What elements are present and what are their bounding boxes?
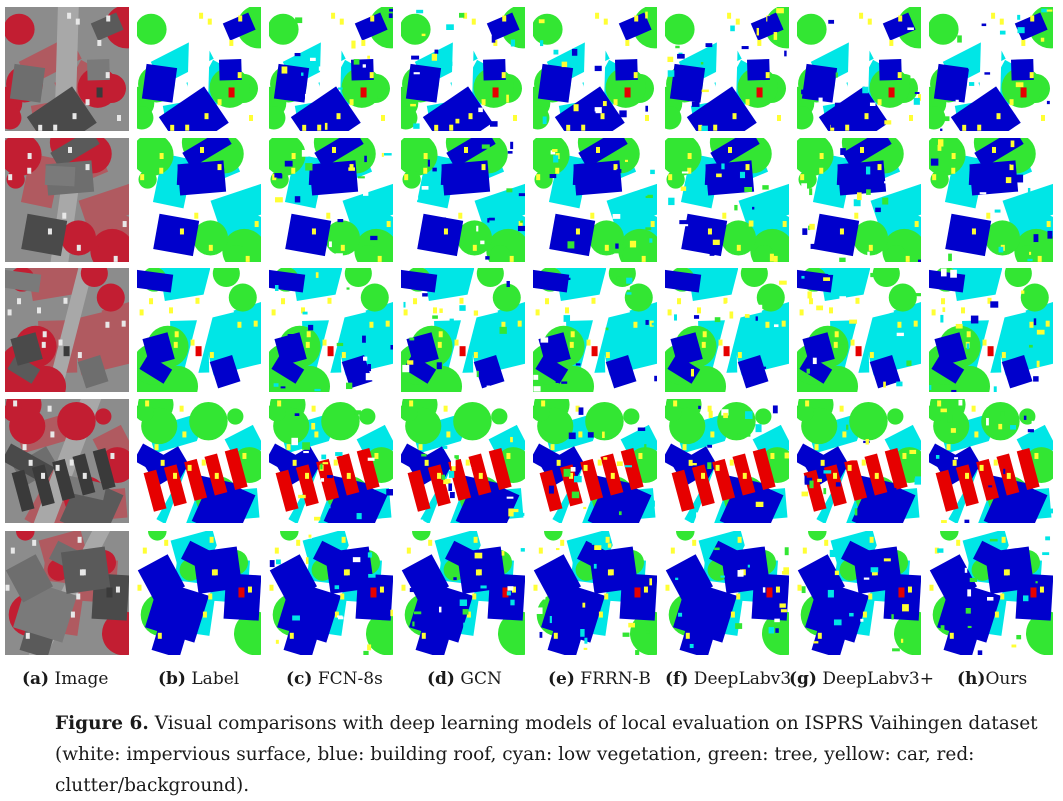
tile-row1-label — [137, 7, 261, 131]
segmentation-map — [665, 138, 789, 262]
column-label-gcn: (d) GCN — [427, 669, 502, 689]
segmentation-map — [137, 7, 261, 131]
tile-row1-frrnb — [533, 7, 657, 131]
tile-row4-fcn8s — [269, 399, 393, 523]
segmentation-map — [137, 531, 261, 655]
tile-row1-ours — [929, 7, 1053, 131]
segmentation-map — [797, 399, 921, 523]
tile-row5-deeplabv3 — [665, 531, 789, 655]
column-label-ours: (h)Ours — [957, 669, 1028, 689]
tile-row2-ours — [929, 138, 1053, 262]
aerial-photo — [5, 7, 129, 131]
tile-row3-frrnb — [533, 268, 657, 392]
segmentation-map — [533, 531, 657, 655]
figure-number: Figure 6. — [55, 713, 149, 734]
segmentation-map — [137, 268, 261, 392]
segmentation-map — [929, 138, 1053, 262]
tile-row4-gcn — [401, 399, 525, 523]
segmentation-map — [797, 7, 921, 131]
column-label-deeplabv3plus: (g) DeepLabv3+ — [789, 669, 934, 689]
segmentation-map — [269, 531, 393, 655]
segmentation-map — [137, 399, 261, 523]
tile-row1-deeplabv3plus — [797, 7, 921, 131]
tile-row4-frrnb — [533, 399, 657, 523]
segmentation-map — [665, 399, 789, 523]
segmentation-map — [401, 138, 525, 262]
segmentation-map — [401, 399, 525, 523]
tile-row5-deeplabv3plus — [797, 531, 921, 655]
tile-row1-fcn8s — [269, 7, 393, 131]
tile-row4-image — [5, 399, 129, 523]
segmentation-map — [797, 268, 921, 392]
figure-image-grid — [5, 7, 1053, 655]
tile-row2-deeplabv3 — [665, 138, 789, 262]
tile-row5-gcn — [401, 531, 525, 655]
aerial-photo — [5, 531, 129, 655]
segmentation-map — [665, 7, 789, 131]
segmentation-map — [401, 531, 525, 655]
aerial-photo — [5, 138, 129, 262]
tile-row1-image — [5, 7, 129, 131]
tile-row5-label — [137, 531, 261, 655]
segmentation-map — [665, 531, 789, 655]
segmentation-map — [929, 268, 1053, 392]
figure-caption: Figure 6. Visual comparisons with deep l… — [55, 708, 1045, 801]
tile-row2-deeplabv3plus — [797, 138, 921, 262]
segmentation-map — [269, 7, 393, 131]
tile-row4-ours — [929, 399, 1053, 523]
segmentation-map — [797, 531, 921, 655]
tile-row2-fcn8s — [269, 138, 393, 262]
segmentation-map — [929, 7, 1053, 131]
tile-row3-deeplabv3 — [665, 268, 789, 392]
column-label-image: (a) Image — [22, 669, 109, 689]
tile-row4-deeplabv3 — [665, 399, 789, 523]
aerial-photo — [5, 399, 129, 523]
tile-row2-frrnb — [533, 138, 657, 262]
tile-row4-label — [137, 399, 261, 523]
tile-row3-ours — [929, 268, 1053, 392]
segmentation-map — [269, 399, 393, 523]
tile-row3-gcn — [401, 268, 525, 392]
segmentation-map — [137, 138, 261, 262]
aerial-photo — [5, 268, 129, 392]
tile-row1-gcn — [401, 7, 525, 131]
segmentation-map — [533, 399, 657, 523]
tile-row2-label — [137, 138, 261, 262]
segmentation-map — [533, 268, 657, 392]
tile-row5-ours — [929, 531, 1053, 655]
column-label-deeplabv3: (f) DeepLabv3 — [665, 669, 792, 689]
segmentation-map — [533, 7, 657, 131]
column-label-fcn8s: (c) FCN-8s — [286, 669, 383, 689]
segmentation-map — [269, 138, 393, 262]
caption-text: Visual comparisons with deep learning mo… — [55, 713, 1038, 796]
segmentation-map — [401, 7, 525, 131]
tile-row1-deeplabv3 — [665, 7, 789, 131]
segmentation-map — [929, 399, 1053, 523]
tile-row3-deeplabv3plus — [797, 268, 921, 392]
tile-row2-image — [5, 138, 129, 262]
segmentation-map — [533, 138, 657, 262]
tile-row3-image — [5, 268, 129, 392]
tile-row5-frrnb — [533, 531, 657, 655]
segmentation-map — [401, 268, 525, 392]
tile-row2-gcn — [401, 138, 525, 262]
column-label-label: (b) Label — [158, 669, 240, 689]
column-label-frrnb: (e) FRRN-B — [548, 669, 651, 689]
tile-row5-fcn8s — [269, 531, 393, 655]
segmentation-map — [929, 531, 1053, 655]
tile-row5-image — [5, 531, 129, 655]
tile-row3-fcn8s — [269, 268, 393, 392]
tile-row3-label — [137, 268, 261, 392]
tile-row4-deeplabv3plus — [797, 399, 921, 523]
segmentation-map — [797, 138, 921, 262]
segmentation-map — [665, 268, 789, 392]
segmentation-map — [269, 268, 393, 392]
